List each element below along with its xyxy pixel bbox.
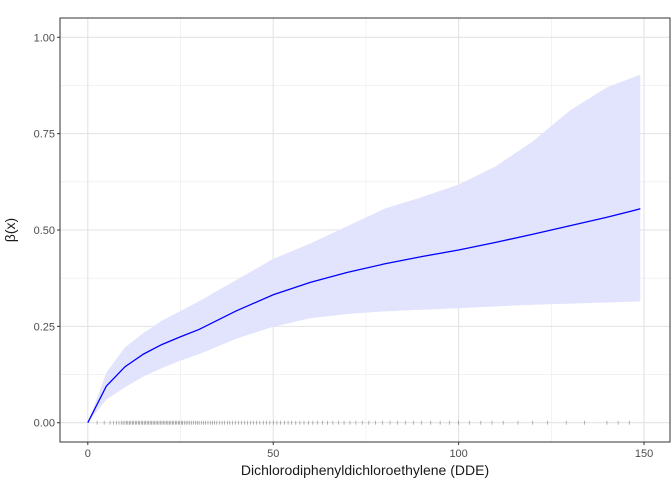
x-tick-label: 100 <box>449 448 467 460</box>
y-tick-label: 0.00 <box>34 418 55 430</box>
x-tick-label: 50 <box>267 448 279 460</box>
y-tick-label: 1.00 <box>34 32 55 44</box>
y-axis-title: β(x) <box>2 218 18 242</box>
confidence-band <box>87 74 641 423</box>
rug-marks <box>96 420 630 425</box>
x-tick-label: 150 <box>635 448 653 460</box>
x-axis-title: Dichlorodiphenyldichloroethylene (DDE) <box>241 462 489 478</box>
y-tick-label: 0.75 <box>34 129 55 141</box>
x-tick-label: 0 <box>85 448 91 460</box>
y-tick-label: 0.50 <box>34 225 55 237</box>
x-axis: 0 50 100 150 <box>85 442 653 460</box>
y-tick-label: 0.25 <box>34 321 55 333</box>
y-axis: 0.00 0.25 0.50 0.75 1.00 <box>34 32 60 430</box>
fit-line <box>87 208 641 424</box>
